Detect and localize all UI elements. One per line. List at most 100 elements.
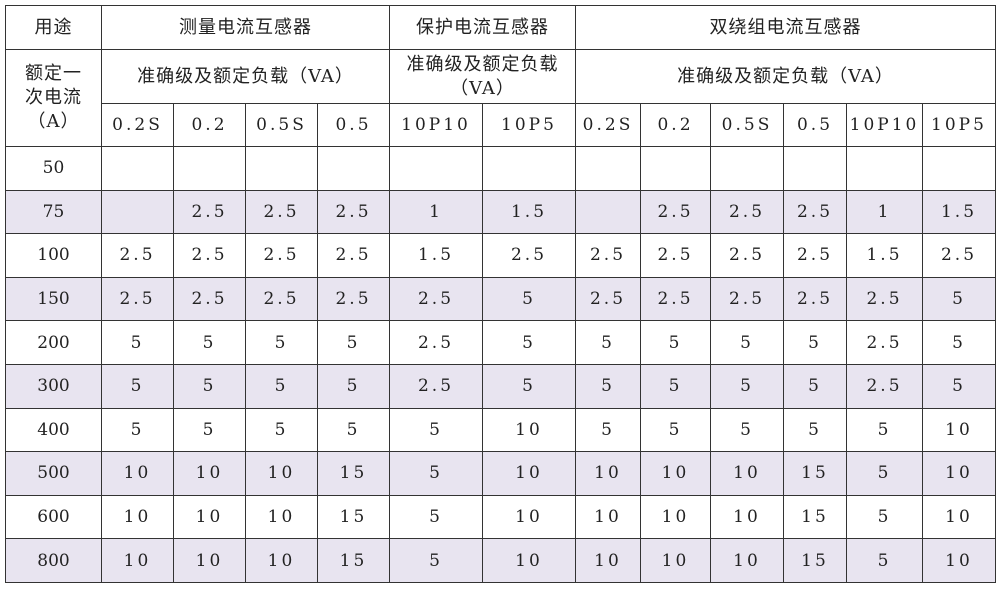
table-row: 500 10 10 10 15 5 10 10 10 10 15 5 10 xyxy=(5,451,996,496)
load-value-cell: 5 xyxy=(245,320,318,365)
load-value-cell: 10 xyxy=(101,451,174,496)
load-value-cell: 2.5 xyxy=(317,189,390,235)
load-value-cell: 10 xyxy=(482,407,576,453)
load-value-cell xyxy=(783,146,847,191)
load-value-cell: 10 xyxy=(575,494,641,540)
rated-current-cell: 800 xyxy=(5,538,102,583)
rated-current-cell: 150 xyxy=(5,276,102,322)
load-value-cell: 5 xyxy=(640,407,711,453)
load-value-cell: 2.5 xyxy=(173,189,246,235)
class-header: 0.2 xyxy=(640,103,711,147)
load-value-cell: 5 xyxy=(575,363,641,409)
load-value-cell: 5 xyxy=(922,363,996,409)
load-value-cell xyxy=(922,146,996,191)
load-value-cell: 5 xyxy=(101,407,174,453)
load-value-cell: 2.5 xyxy=(710,189,784,235)
table-row: 50 xyxy=(5,146,996,191)
load-value-cell: 2.5 xyxy=(710,233,784,278)
load-value-cell: 2.5 xyxy=(640,276,711,322)
table-row: 100 2.5 2.5 2.5 2.5 1.5 2.5 2.5 2.5 2.5 2.5 1.5 2.5 xyxy=(5,233,996,278)
table-row: 200 5 5 5 5 2.5 5 5 5 5 5 2.5 5 xyxy=(5,320,996,365)
class-header: 0.5S xyxy=(710,103,784,147)
load-value-cell: 10 xyxy=(101,538,174,583)
rated-current-cell: 300 xyxy=(5,363,102,409)
load-value-cell: 10 xyxy=(245,538,318,583)
load-value-cell: 5 xyxy=(101,320,174,365)
load-value-cell: 10 xyxy=(640,494,711,540)
subheader-protection: 准确级及额定负载（VA） xyxy=(389,49,576,104)
load-value-cell: 2.5 xyxy=(710,276,784,322)
class-header: 10P5 xyxy=(922,103,996,147)
purpose-header: 用途 xyxy=(5,5,102,50)
load-value-cell: 10 xyxy=(575,451,641,496)
load-value-cell: 10 xyxy=(173,538,246,583)
load-value-cell: 5 xyxy=(173,320,246,365)
load-value-cell: 15 xyxy=(317,451,390,496)
table-row: 75 2.5 2.5 2.5 1 1.5 2.5 2.5 2.5 1 1.5 xyxy=(5,189,996,235)
class-header: 0.2S xyxy=(575,103,641,147)
group-header-dual-winding: 双绕组电流互感器 xyxy=(575,5,996,50)
load-value-cell: 10 xyxy=(922,538,996,583)
load-value-cell: 2.5 xyxy=(922,233,996,278)
load-value-cell xyxy=(101,146,174,191)
rated-current-header: 额定一次电流（A） xyxy=(5,49,102,147)
rated-current-cell: 50 xyxy=(5,146,102,191)
class-header: 0.5 xyxy=(783,103,847,147)
load-value-cell: 2.5 xyxy=(245,276,318,322)
load-value-cell: 1.5 xyxy=(389,233,483,278)
rated-current-cell: 500 xyxy=(5,451,102,496)
load-value-cell: 10 xyxy=(245,451,318,496)
class-header: 0.2S xyxy=(101,103,174,147)
load-value-cell: 2.5 xyxy=(101,233,174,278)
table-row: 600 10 10 10 15 5 10 10 10 10 15 5 10 xyxy=(5,494,996,540)
load-value-cell: 15 xyxy=(783,538,847,583)
load-value-cell: 1.5 xyxy=(482,189,576,235)
ct-load-table: 用途 测量电流互感器 保护电流互感器 双绕组电流互感器 额定一次电流（A） 准确… xyxy=(5,5,996,583)
load-value-cell: 5 xyxy=(389,494,483,540)
table-row: 800 10 10 10 15 5 10 10 10 10 15 5 10 xyxy=(5,538,996,583)
load-value-cell: 5 xyxy=(389,451,483,496)
load-value-cell: 1.5 xyxy=(846,233,923,278)
load-value-cell: 5 xyxy=(245,363,318,409)
load-value-cell: 2.5 xyxy=(317,276,390,322)
rated-current-cell: 400 xyxy=(5,407,102,453)
class-header: 10P10 xyxy=(846,103,923,147)
load-value-cell: 5 xyxy=(783,407,847,453)
load-value-cell: 5 xyxy=(846,451,923,496)
class-header: 0.5S xyxy=(245,103,318,147)
load-value-cell: 5 xyxy=(710,320,784,365)
load-value-cell xyxy=(389,146,483,191)
load-value-cell: 15 xyxy=(317,538,390,583)
load-value-cell: 2.5 xyxy=(846,276,923,322)
load-value-cell: 2.5 xyxy=(389,276,483,322)
load-value-cell: 5 xyxy=(173,407,246,453)
load-value-cell xyxy=(173,146,246,191)
load-value-cell: 5 xyxy=(922,276,996,322)
load-value-cell: 15 xyxy=(317,494,390,540)
load-value-cell: 5 xyxy=(846,407,923,453)
class-header: 0.2 xyxy=(173,103,246,147)
load-value-cell: 5 xyxy=(173,363,246,409)
class-header: 10P5 xyxy=(482,103,576,147)
rated-current-cell: 600 xyxy=(5,494,102,540)
load-value-cell: 10 xyxy=(173,451,246,496)
subheader-measuring: 准确级及额定负载（VA） xyxy=(101,49,390,104)
load-value-cell: 10 xyxy=(575,538,641,583)
load-value-cell: 2.5 xyxy=(846,363,923,409)
load-value-cell: 2.5 xyxy=(575,233,641,278)
load-value-cell xyxy=(846,146,923,191)
load-value-cell: 5 xyxy=(101,363,174,409)
load-value-cell: 1 xyxy=(389,189,483,235)
rated-current-cell: 200 xyxy=(5,320,102,365)
subheader-dual-winding: 准确级及额定负载（VA） xyxy=(575,49,996,104)
load-value-cell: 1 xyxy=(846,189,923,235)
load-value-cell: 2.5 xyxy=(101,276,174,322)
load-value-cell: 10 xyxy=(101,494,174,540)
load-value-cell: 5 xyxy=(922,320,996,365)
class-header: 0.5 xyxy=(317,103,390,147)
load-value-cell: 5 xyxy=(482,320,576,365)
load-value-cell: 2.5 xyxy=(482,233,576,278)
load-value-cell: 2.5 xyxy=(783,233,847,278)
load-value-cell: 2.5 xyxy=(245,189,318,235)
load-value-cell: 10 xyxy=(173,494,246,540)
